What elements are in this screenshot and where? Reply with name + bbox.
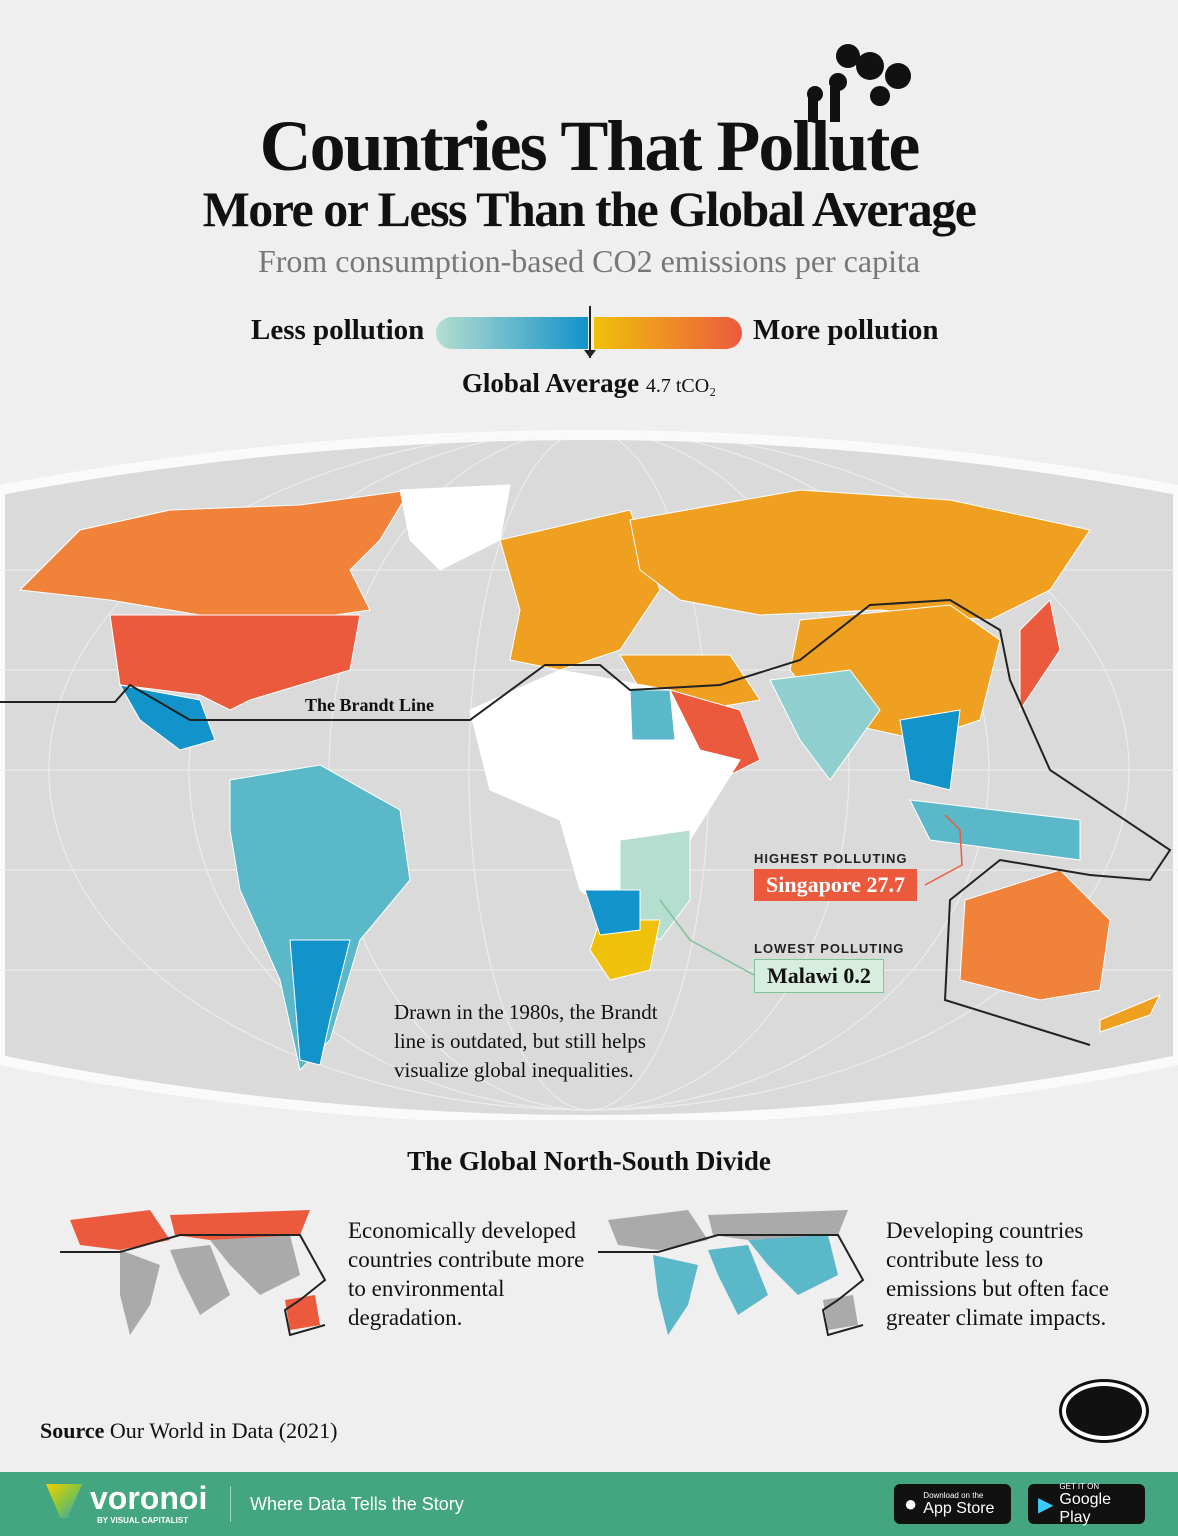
average-value: 4.7 tCO₂ — [645, 375, 717, 397]
appstore-label: App Store — [923, 1499, 995, 1517]
region-argentina — [289, 939, 351, 1066]
average-arrow-icon — [584, 306, 596, 358]
legend-less-label: Less pollution — [251, 314, 425, 346]
region-russia — [629, 489, 1091, 621]
malawi-leader-line — [659, 899, 755, 976]
south-mini-map — [598, 1210, 865, 1337]
brandt-note: Drawn in the 1980s, the Brandt line is o… — [394, 1000, 658, 1082]
googleplay-small: GET IT ON — [1059, 1481, 1100, 1491]
subtitle: From consumption-based CO2 emissions per… — [257, 243, 921, 279]
north-mini-map — [60, 1210, 327, 1337]
region-south-africa — [589, 919, 661, 981]
app-store-button[interactable]: ● Download on the App Store — [894, 1484, 1011, 1524]
region-egypt — [629, 689, 676, 741]
appstore-small: Download on the — [923, 1490, 984, 1500]
footer-divider — [230, 1486, 231, 1522]
region-canada — [18, 489, 411, 621]
play-icon: ▶ — [1038, 1493, 1054, 1516]
source: Source Our World in Data (2021) — [40, 1418, 337, 1444]
singapore-leader-line — [924, 814, 963, 886]
googleplay-label: Google Play — [1059, 1490, 1111, 1526]
region-greenland — [399, 484, 511, 571]
world-map — [0, 430, 1178, 1120]
region-japan — [1019, 598, 1061, 712]
source-text: Our World in Data (2021) — [109, 1418, 338, 1443]
tagline: Where Data Tells the Story — [250, 1494, 464, 1514]
south-text: Developing countries contribute less to … — [886, 1218, 1109, 1330]
legend-more-bar — [594, 317, 742, 349]
highest-badge: Singapore 27.7 — [754, 869, 917, 901]
google-play-button[interactable]: ▶ GET IT ON Google Play — [1028, 1481, 1145, 1526]
region-india — [769, 669, 881, 781]
title: Countries That Pollute — [259, 106, 921, 186]
legend-less-bar — [436, 317, 588, 349]
lowest-badge: Malawi 0.2 — [754, 959, 884, 993]
apple-icon: ● — [904, 1491, 918, 1516]
brandt-line — [0, 598, 1172, 1046]
north-text: Economically developed countries contrib… — [348, 1218, 585, 1330]
voronoi-logo-icon — [46, 1484, 82, 1518]
region-namibia-botswana — [584, 889, 641, 936]
brandt-line-label: The Brandt Line — [305, 695, 435, 715]
region-new-zealand — [1099, 994, 1162, 1033]
visual-capitalist-logo-icon — [1062, 1382, 1146, 1440]
smoke-icon — [800, 42, 915, 127]
legend-more-label: More pollution — [753, 314, 939, 346]
global-average: Global Average 4.7 tCO₂ — [0, 368, 1178, 399]
footer: voronoi BY VISUAL CAPITALIST Where Data … — [0, 1472, 1178, 1536]
divide-heading: The Global North-South Divide — [407, 1146, 771, 1176]
region-south-america — [229, 764, 411, 1071]
region-usa — [109, 614, 361, 711]
brand-name: voronoi — [90, 1480, 208, 1516]
region-southeast-asia — [899, 709, 961, 791]
lowest-heading: LOWEST POLLUTING — [754, 941, 905, 956]
source-label: Source — [40, 1418, 105, 1443]
region-mexico — [119, 684, 216, 751]
region-indonesia — [909, 799, 1081, 861]
brand-sub: BY VISUAL CAPITALIST — [97, 1516, 189, 1525]
highest-heading: HIGHEST POLLUTING — [754, 851, 908, 866]
average-label: Global Average — [461, 368, 640, 398]
title-line-2: More or Less Than the Global Average — [202, 181, 977, 237]
